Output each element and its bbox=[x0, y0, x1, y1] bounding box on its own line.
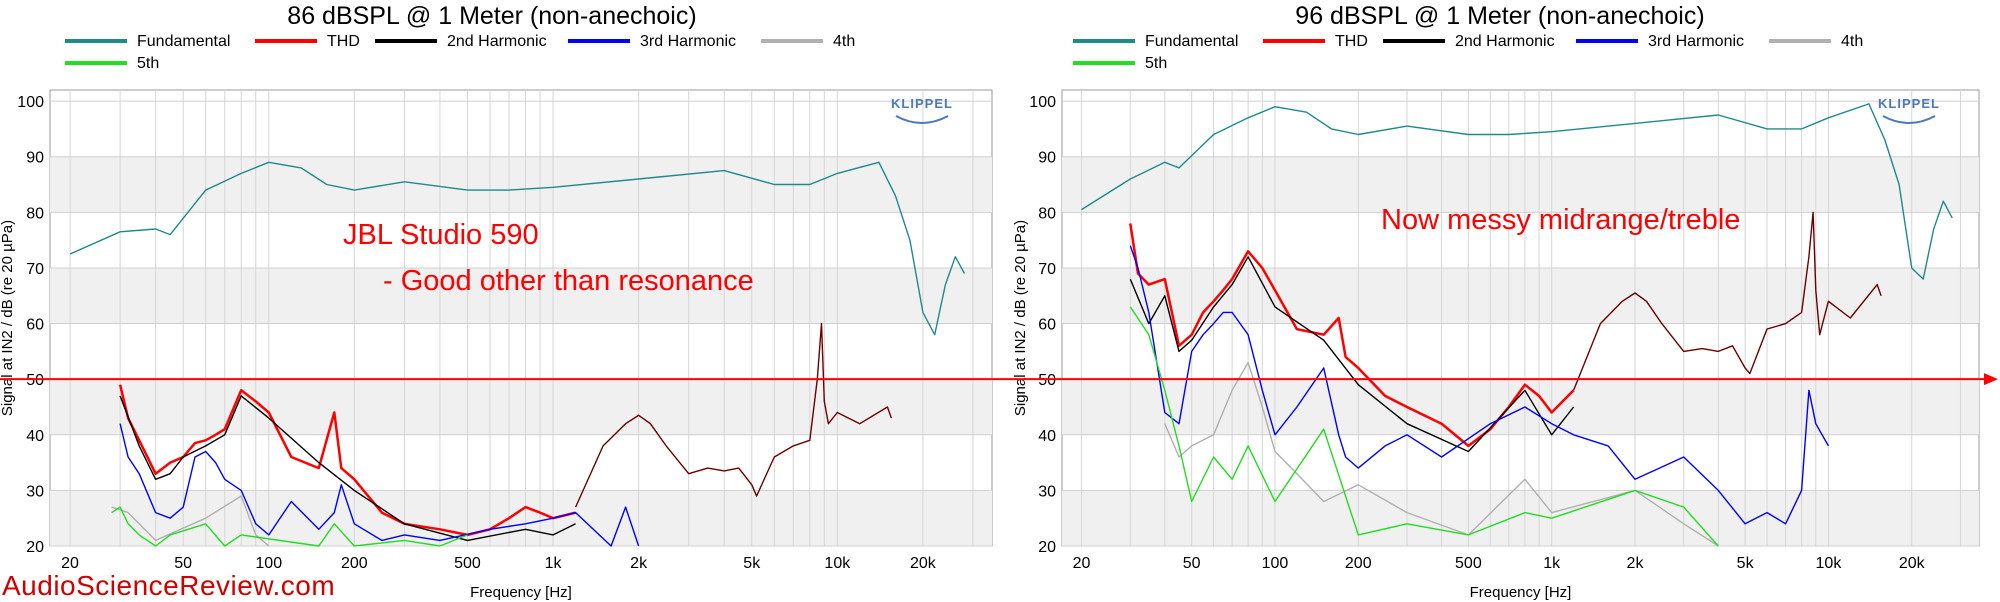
klippel-logo: KLIPPEL bbox=[891, 96, 953, 111]
x-tick-label: 20k bbox=[910, 555, 937, 572]
legend-label: THD bbox=[327, 33, 360, 50]
y-tick-label: 70 bbox=[1038, 261, 1056, 278]
klippel-logo: KLIPPEL bbox=[1878, 96, 1940, 111]
x-tick-label: 10k bbox=[1816, 555, 1843, 572]
series-4th-line bbox=[111, 495, 270, 547]
x-tick-label: 20 bbox=[61, 555, 79, 572]
series-2nd-harmonic-line bbox=[119, 395, 576, 542]
y-tick-label: 80 bbox=[1038, 205, 1056, 222]
x-tick-label: 20k bbox=[1899, 555, 1926, 572]
series-5th-line bbox=[111, 506, 468, 547]
x-tick-label: 1k bbox=[1543, 555, 1561, 572]
legend-label: 4th bbox=[1841, 33, 1863, 50]
y-tick-label: 80 bbox=[26, 205, 44, 222]
y-tick-label: 60 bbox=[26, 317, 44, 334]
grid-band bbox=[1062, 267, 1979, 324]
x-axis-label: Frequency [Hz] bbox=[470, 584, 572, 600]
chart-panel-2: 20 30 40 50 60 70 80 90 100 20 50 100 200 500 1k 2k 5k 10… bbox=[1012, 2, 1980, 600]
y-tick-label: 90 bbox=[26, 150, 44, 167]
y-tick-label: 100 bbox=[1029, 94, 1056, 111]
legend-label: Fundamental bbox=[1145, 33, 1238, 50]
series-overlap-line bbox=[574, 322, 893, 508]
klippel-logo-swoosh bbox=[895, 115, 949, 124]
x-tick-label: 2k bbox=[1627, 555, 1645, 572]
grid-band bbox=[50, 379, 992, 435]
legend-label: 5th bbox=[1145, 55, 1167, 72]
x-tick-label: 200 bbox=[1345, 555, 1372, 572]
legend-label: 2nd Harmonic bbox=[447, 33, 547, 50]
y-tick-label: 30 bbox=[26, 483, 44, 500]
reference-line-arrowhead bbox=[1984, 373, 1998, 386]
legend-label: 2nd Harmonic bbox=[1455, 33, 1555, 50]
x-tick-label: 50 bbox=[174, 555, 192, 572]
x-tick-label: 500 bbox=[1455, 555, 1482, 572]
x-tick-label: 2k bbox=[630, 555, 648, 572]
x-tick-label: 50 bbox=[1183, 555, 1201, 572]
grid-band bbox=[50, 490, 992, 546]
legend-label: Fundamental bbox=[137, 33, 230, 50]
y-tick-label: 30 bbox=[1038, 483, 1056, 500]
x-tick-label: 20 bbox=[1073, 555, 1091, 572]
x-tick-label: 100 bbox=[1262, 555, 1289, 572]
x-tick-label: 200 bbox=[341, 555, 368, 572]
annotation-text: Now messy midrange/treble bbox=[1381, 204, 1740, 236]
y-tick-label: 50 bbox=[26, 372, 44, 389]
grid-band bbox=[1062, 490, 1979, 546]
series-thd-line bbox=[118, 384, 576, 537]
x-tick-label: 5k bbox=[1737, 555, 1755, 572]
chart-panel-1: 20 30 40 50 60 70 80 90 100 20 50 100 200 500 1k 2k 5k 10… bbox=[0, 2, 993, 600]
y-tick-label: 40 bbox=[26, 428, 44, 445]
legend-label: 5th bbox=[137, 55, 159, 72]
grid-band bbox=[1062, 379, 1979, 435]
series-4th-line bbox=[1164, 361, 1719, 547]
annotation-text: JBL Studio 590 bbox=[343, 219, 539, 251]
grid-band bbox=[50, 156, 992, 213]
x-tick-label: 1k bbox=[545, 555, 563, 572]
y-tick-label: 70 bbox=[26, 261, 44, 278]
site-watermark: AudioScienceReview.com bbox=[2, 570, 336, 601]
legend-label: 3rd Harmonic bbox=[640, 33, 736, 50]
series-fundamental-line bbox=[69, 161, 966, 336]
legend-label: 3rd Harmonic bbox=[1648, 33, 1744, 50]
series-5th-line bbox=[1129, 306, 1719, 547]
legend-label: 4th bbox=[833, 33, 855, 50]
series-overlap-line bbox=[1572, 211, 1882, 391]
y-axis-label: Signal at IN2 / dB (re 20 µPa) bbox=[1012, 220, 1029, 416]
y-axis-label: Signal at IN2 / dB (re 20 µPa) bbox=[0, 220, 16, 416]
series-3rd-harmonic-line bbox=[119, 423, 640, 547]
x-tick-label: 100 bbox=[255, 555, 282, 572]
klippel-logo-swoosh bbox=[1882, 115, 1936, 124]
x-axis-label: Frequency [Hz] bbox=[1470, 584, 1572, 600]
y-tick-label: 60 bbox=[1038, 317, 1056, 334]
y-tick-label: 90 bbox=[1038, 150, 1056, 167]
legend-label: THD bbox=[1335, 33, 1368, 50]
series-3rd-harmonic-line bbox=[1129, 245, 1830, 525]
annotation-text: - Good other than resonance bbox=[383, 265, 754, 297]
y-tick-label: 20 bbox=[26, 539, 44, 556]
series-fundamental-line bbox=[1081, 103, 1953, 280]
grid-band bbox=[50, 267, 992, 324]
x-tick-label: 500 bbox=[454, 555, 481, 572]
y-tick-label: 100 bbox=[17, 94, 44, 111]
grid-band bbox=[1062, 156, 1979, 213]
x-tick-label: 5k bbox=[743, 555, 761, 572]
chart-title: 96 dBSPL @ 1 Meter (non-anechoic) bbox=[1295, 2, 1704, 30]
x-tick-label: 10k bbox=[824, 555, 851, 572]
y-tick-label: 20 bbox=[1038, 539, 1056, 556]
chart-title: 86 dBSPL @ 1 Meter (non-anechoic) bbox=[287, 2, 696, 30]
y-tick-label: 50 bbox=[1038, 372, 1056, 389]
y-tick-label: 40 bbox=[1038, 428, 1056, 445]
